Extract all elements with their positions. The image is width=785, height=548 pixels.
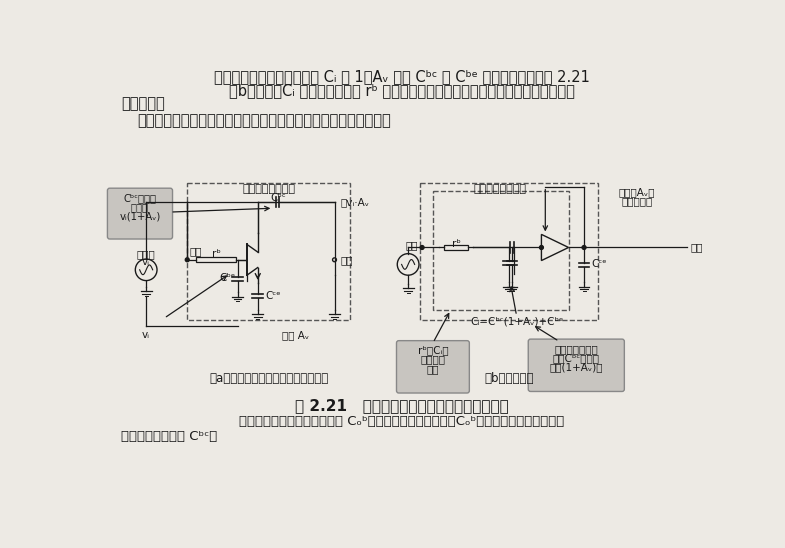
Circle shape (333, 258, 337, 262)
Bar (195, 257, 236, 262)
Text: 共发射极放大电路: 共发射极放大电路 (474, 184, 527, 193)
Text: 倍数下降。: 倍数下降。 (122, 96, 165, 112)
Text: vᵢ: vᵢ (142, 330, 150, 340)
Text: 输出: 输出 (691, 242, 703, 253)
Text: 可将Cᵇᶜ看成增: 可将Cᵇᶜ看成增 (553, 353, 600, 363)
Text: 电压为: 电压为 (131, 202, 149, 212)
Bar (444, 245, 468, 250)
Text: （看一下晶体管的数据表，有 Cₒᵇ（输出电容）这一项目。Cₒᵇ是基极接地的输出电容，: （看一下晶体管的数据表，有 Cₒᵇ（输出电容）这一项目。Cₒᵇ是基极接地的输出电… (239, 415, 564, 429)
FancyBboxPatch shape (528, 339, 624, 391)
FancyBboxPatch shape (108, 188, 173, 239)
Text: Cᵇᶜ: Cᵇᶜ (270, 193, 286, 203)
Text: 因此，想制作频率特性更好的放大电路时，必须考虑其他的途径。: 因此，想制作频率特性更好的放大电路时，必须考虑其他的途径。 (137, 113, 391, 128)
Text: 理想放大器: 理想放大器 (621, 197, 652, 207)
Text: Cᵢ=Cᵇᶜ(1+Aᵥ)+Cᵇᵉ: Cᵢ=Cᵇᶜ(1+Aᵥ)+Cᵇᵉ (470, 316, 564, 326)
Text: Cᶜᵉ: Cᶜᵉ (592, 259, 608, 270)
FancyBboxPatch shape (396, 341, 469, 393)
Text: Cᶜᵉ: Cᶜᵉ (265, 291, 281, 301)
Text: 共发射极放大电路: 共发射极放大电路 (242, 184, 295, 193)
Circle shape (582, 246, 586, 249)
Text: 图 2.21   使共发射极电路高频特性下降的要素: 图 2.21 使共发射极电路高频特性下降的要素 (295, 398, 509, 413)
Text: 就是说，晶体管的输入电容 Cᵢ 是 1＋Aᵥ 倍的 Cᵇᶜ 和 Cᵇᵉ 之和。所以，如图 2.21: 就是说，晶体管的输入电容 Cᵢ 是 1＋Aᵥ 倍的 Cᵇᶜ 和 Cᵇᵉ 之和。所… (214, 69, 590, 84)
Text: Cᵇᶜ两端的: Cᵇᶜ两端的 (123, 193, 156, 203)
Text: 信号源: 信号源 (137, 249, 155, 259)
Circle shape (539, 246, 543, 249)
Text: 增益为Aᵥ的: 增益为Aᵥ的 (619, 187, 655, 197)
Text: 成低通滤: 成低通滤 (421, 355, 445, 364)
Text: （b）所示，Cᵢ 与基极串联电阻 rᵇ 形成低通滤波器。为此，在高频范围，电路的放大: （b）所示，Cᵢ 与基极串联电阻 rᵇ 形成低通滤波器。为此，在高频范围，电路的… (229, 83, 575, 98)
Text: rᵇ: rᵇ (212, 249, 221, 259)
Text: （a）考虑晶体管的电容成分后的电路: （a）考虑晶体管的电容成分后的电路 (209, 372, 328, 385)
Circle shape (185, 258, 189, 262)
Text: rᵇ: rᵇ (451, 239, 461, 249)
Text: vᵢ(1+Aᵥ): vᵢ(1+Aᵥ) (119, 212, 161, 221)
Text: 输出: 输出 (341, 255, 353, 265)
Text: （b）等效电路: （b）等效电路 (484, 372, 534, 385)
Text: 波器: 波器 (427, 364, 439, 374)
Text: Cᵇᵉ: Cᵇᵉ (220, 273, 236, 283)
Text: 输入: 输入 (406, 240, 418, 250)
Text: 增益 Aᵥ: 增益 Aᵥ (282, 330, 309, 340)
Text: 由于密勒效应，: 由于密勒效应， (554, 344, 598, 353)
Circle shape (420, 246, 424, 249)
Text: rᵇ与Cᵢ形: rᵇ与Cᵢ形 (418, 345, 448, 355)
Text: vᵢ: vᵢ (142, 256, 150, 267)
Text: 输入: 输入 (189, 246, 202, 256)
Text: －vᵢ·Aᵥ: －vᵢ·Aᵥ (341, 197, 370, 207)
Text: 可以粗略地表示成 Cᵇᶜ）: 可以粗略地表示成 Cᵇᶜ） (122, 430, 217, 443)
Text: 大了(1+Aᵥ)倍: 大了(1+Aᵥ)倍 (550, 362, 603, 372)
